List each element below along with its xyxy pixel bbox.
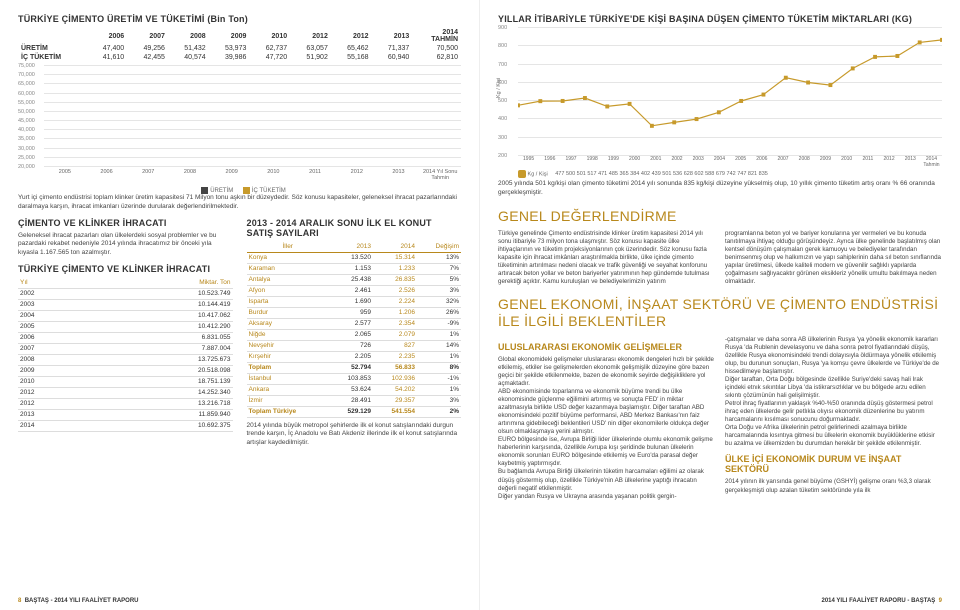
ulus-p4: Bu bağlamda Avrupa Birliği ülkelerinin t… [498,468,715,492]
table-title: TÜRKİYE ÇİMENTO ÜRETİM VE TÜKETİMİ (Bin … [18,14,461,24]
konut-para: 2014 yılında büyük metropol şehirlerde i… [247,422,462,448]
konut-table: İller2013 2014Değişim Konya13.52015.3141… [247,242,462,418]
ulus-p2: ABD ekonomisinde toparlanma ve ekonomik … [498,388,715,436]
table-row: 200920.518.098 [18,365,233,376]
genel-title: GENEL DEĞERLENDİRME [498,208,942,224]
export-para: Geleneksel ihracat pazarları olan ülkele… [18,232,233,258]
left-footer: 8 BAŞTAŞ - 2014 YILI FAALİYET RAPORU [18,598,139,604]
line-legend: Kg / Kişi 477 500 501 517 471 485 365 38… [518,170,942,178]
table-row: 200310.144.419 [18,299,233,310]
table-row: Karaman1.1531.2337% [247,263,462,274]
col2-p3: Petrol ihraç fiyatlarının yaklaşık %40-%… [725,400,942,424]
table-row: 201214.252.340 [18,387,233,398]
production-table: 20062007 20082009 20102012 20122013 2014… [18,28,461,62]
table-row: 200510.412.290 [18,321,233,332]
export-table-title: TÜRKİYE ÇİMENTO VE KLİNKER İHRACATI [18,264,233,274]
export-title: ÇİMENTO VE KLİNKER İHRACATI [18,218,233,228]
col2-p1: -çatışmalar ve daha sonra AB ülkelerinin… [725,336,942,376]
line-chart-title: YILLAR İTİBARİYLE TÜRKİYE'DE KİŞİ BAŞINA… [498,14,942,24]
ulke-p1: 2014 yılının ilk yarısında genel büyüme … [725,478,942,494]
table-row: Burdur9591.20626% [247,307,462,318]
konut-col: 2013 - 2014 ARALIK SONU İLK EL KONUT SAT… [247,218,462,452]
table-row: İstanbul103.853102.936-1% [247,373,462,384]
genel-eko-title: GENEL EKONOMİ, İNŞAAT SEKTÖRÜ VE ÇİMENTO… [498,296,942,330]
para-1: Yurt içi çimento endüstrisi toplam klink… [18,194,461,212]
ulus-p5: Diğer yandan Rusya ve Ukrayna arasında y… [498,493,715,501]
table-row: 20077.887.004 [18,343,233,354]
table-row: Nevşehir72682714% [247,340,462,351]
table-row: Ankara53.62454.2021% [247,384,462,395]
line-chart-para: 2005 yılında 501 kg/kişi olan çimento tü… [498,180,942,198]
table-row: 200410.417.062 [18,310,233,321]
table-row: 201311.859.940 [18,409,233,420]
table-row: Afyon2.4612.5263% [247,285,462,296]
table-row: Kırşehir2.2052.2351% [247,351,462,362]
ulus-p3: EURO bölgesinde ise, Avrupa Birliği lide… [498,436,715,468]
table-row: 201018.751.139 [18,376,233,387]
genel-p1: Türkiye genelinde Çimento endüstrisinde … [498,230,715,286]
table-row: Antalya25.43826.8355% [247,274,462,285]
left-page: TÜRKİYE ÇİMENTO ÜRETİM VE TÜKETİMİ (Bin … [0,0,480,610]
bar-chart: 20,00025,00030,00035,00040,00045,00050,0… [18,66,461,181]
genel-p2: programlarına beton yol ve bariyer konul… [725,230,942,286]
table-row: 201410.692.375 [18,420,233,431]
table-row: 20066.831.055 [18,332,233,343]
table-row: Aksaray2.5772.354-9% [247,318,462,329]
table-row: Isparta1.6902.22432% [247,296,462,307]
table-header-row: 20062007 20082009 20102012 20122013 2014… [18,28,461,44]
konut-total: Toplam Türkiye 529.129 541.554 2% [247,406,462,417]
row-tuketim: İÇ TÜKETİM 41,61042,455 40,57439,986 47,… [18,53,461,62]
col2-p2: Diğer taraftan, Orta Doğu bölgesinde öze… [725,376,942,400]
konut-title: 2013 - 2014 ARALIK SONU İLK EL KONUT SAT… [247,218,462,238]
table-row: Niğde2.0652.0791% [247,329,462,340]
ulus-head: ULUSLARARASI EKONOMİK GELİŞMELER [498,342,715,352]
export-col: ÇİMENTO VE KLİNKER İHRACATI Geleneksel i… [18,218,233,452]
table-row: Konya13.52015.31413% [247,252,462,263]
right-page: YILLAR İTİBARİYLE TÜRKİYE'DE KİŞİ BAŞINA… [480,0,960,610]
chart-legend: ÜRETİM İÇ TÜKETİM [18,187,461,194]
table-row: 200813.725.673 [18,354,233,365]
table-row: İzmir28.49129.3573% [247,395,462,406]
table-row: 201213.216.718 [18,398,233,409]
ulus-p1: Global ekonomideki gelişmeler uluslarara… [498,356,715,388]
col2-p4: Orta Doğu ve Afrika ülkelerinin petrol g… [725,424,942,448]
ulke-head: ÜLKE İÇİ EKONOMİK DURUM VE İNŞAAT SEKTÖR… [725,454,942,474]
konut-subtotal: Toplam 52.794 56.833 8% [247,362,462,373]
right-footer: 2014 YILI FAALİYET RAPORU - BAŞTAŞ 9 [822,598,943,604]
table-row: 200210.523.749 [18,288,233,299]
line-chart: Kg / Kişi 200300400500600700800900 19951… [498,28,942,168]
row-uretim: ÜRETİM 47,40049,256 51,43253,973 62,7376… [18,44,461,53]
export-table: YılMiktar. Ton 200210.523.749200310.144.… [18,278,233,432]
